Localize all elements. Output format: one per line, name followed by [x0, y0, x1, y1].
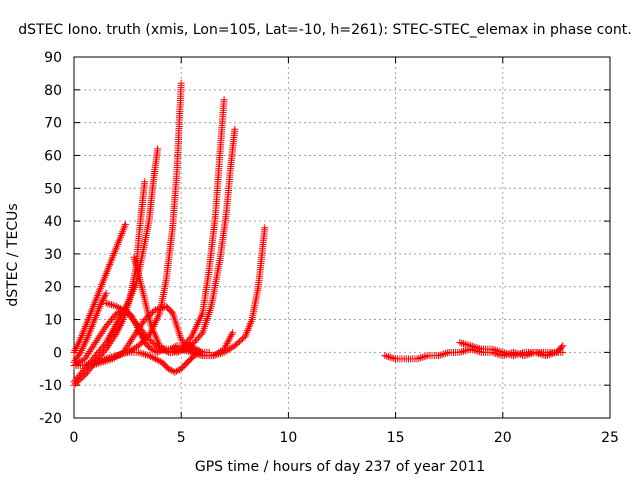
x-tick-label: 10: [279, 430, 297, 446]
plot-border: [73, 56, 611, 419]
series-markers: [70, 220, 129, 356]
data-series-10: [102, 348, 204, 376]
axis-ticks: 0 5 10 15 20 25 -20 -10 0 10 20 30 40 50 60 70 80 90: [39, 50, 619, 446]
chart-title: dSTEC Iono. truth (xmis, Lon=105, Lat=-1…: [18, 22, 631, 38]
y-tick-label: 30: [44, 247, 62, 263]
x-tick-label: 0: [70, 430, 79, 446]
data-series-1: [70, 220, 129, 356]
series-markers: [456, 339, 567, 360]
y-tick-label: 20: [44, 280, 62, 296]
series-markers: [102, 348, 204, 376]
y-tick-label: 10: [44, 313, 62, 329]
series-markers: [167, 329, 237, 360]
y-axis-title: dSTEC / TECUs: [5, 203, 21, 306]
data-series-7: [130, 125, 239, 356]
y-tick-label: 90: [44, 50, 62, 66]
series-layer: [70, 79, 567, 389]
y-tick-label: 70: [44, 116, 62, 132]
x-axis-title: GPS time / hours of day 237 of year 2011: [195, 459, 485, 475]
x-tick-label: 5: [177, 430, 186, 446]
y-tick-label: 40: [44, 214, 62, 230]
plot-frame: [73, 56, 611, 419]
series-markers: [130, 125, 239, 356]
data-series-11: [167, 329, 237, 360]
x-tick-label: 20: [494, 430, 512, 446]
grid: [74, 57, 610, 418]
x-tick-label: 25: [601, 430, 619, 446]
y-tick-label: -20: [39, 411, 62, 427]
y-tick-label: 60: [44, 148, 62, 164]
y-tick-label: 80: [44, 83, 62, 99]
x-tick-label: 15: [387, 430, 405, 446]
data-series-13: [456, 339, 567, 360]
y-tick-label: 0: [53, 345, 62, 361]
y-tick-label: 50: [44, 181, 62, 197]
y-tick-label: -10: [39, 378, 62, 394]
